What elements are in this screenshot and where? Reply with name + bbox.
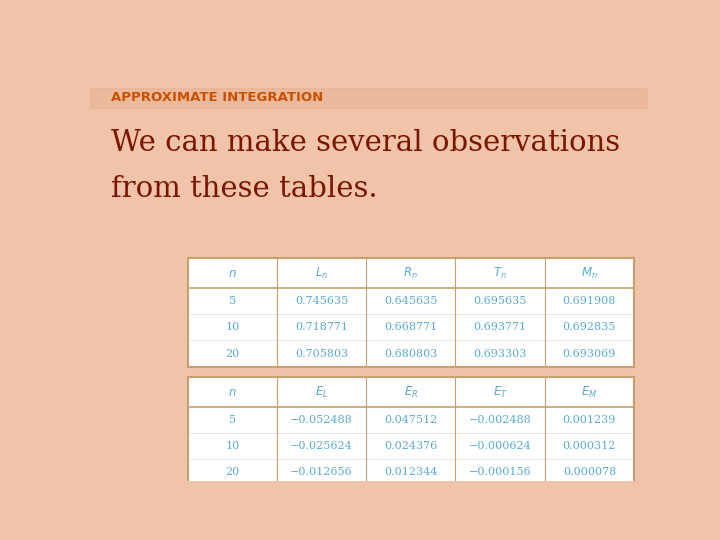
Text: 0.012344: 0.012344 [384,468,438,477]
Text: 10: 10 [225,441,240,451]
Bar [90,87,648,109]
Text: −0.000156: −0.000156 [469,468,531,477]
Text: $M_n$: $M_n$ [581,266,598,281]
Text: 0.691908: 0.691908 [563,296,616,306]
Text: 0.000312: 0.000312 [563,441,616,451]
Text: APPROXIMATE INTEGRATION: APPROXIMATE INTEGRATION [111,91,323,104]
Text: We can make several observations: We can make several observations [111,129,621,157]
Text: 5: 5 [229,415,236,425]
FancyBboxPatch shape [188,377,634,485]
Text: $L_n$: $L_n$ [315,266,328,281]
Text: $E_L$: $E_L$ [315,384,328,400]
Text: 20: 20 [225,468,240,477]
Text: 0.693303: 0.693303 [474,349,527,359]
Text: 0.745635: 0.745635 [295,296,348,306]
Text: 0.695635: 0.695635 [474,296,527,306]
Text: 0.645635: 0.645635 [384,296,438,306]
Text: −0.012656: −0.012656 [290,468,353,477]
Text: −0.052488: −0.052488 [290,415,353,425]
Text: 20: 20 [225,349,240,359]
Text: $n$: $n$ [228,386,237,399]
Text: −0.002488: −0.002488 [469,415,531,425]
Text: from these tables.: from these tables. [111,175,378,203]
Text: 0.705803: 0.705803 [295,349,348,359]
Text: 0.047512: 0.047512 [384,415,438,425]
Text: 0.692835: 0.692835 [563,322,616,333]
FancyBboxPatch shape [188,258,634,367]
Text: $E_T$: $E_T$ [492,384,508,400]
Text: 0.718771: 0.718771 [295,322,348,333]
Text: 10: 10 [225,322,240,333]
Text: 0.000078: 0.000078 [563,468,616,477]
Text: 0.693069: 0.693069 [563,349,616,359]
Text: $T_n$: $T_n$ [493,266,507,281]
Text: 5: 5 [229,296,236,306]
Text: 0.680803: 0.680803 [384,349,438,359]
Text: 0.668771: 0.668771 [384,322,438,333]
Text: 0.693771: 0.693771 [474,322,527,333]
Text: $E_R$: $E_R$ [404,384,418,400]
Text: 0.024376: 0.024376 [384,441,438,451]
Text: 0.001239: 0.001239 [563,415,616,425]
Text: −0.025624: −0.025624 [290,441,353,451]
Text: $R_n$: $R_n$ [403,266,418,281]
Text: −0.000624: −0.000624 [469,441,531,451]
Text: $E_M$: $E_M$ [581,384,598,400]
Text: $n$: $n$ [228,267,237,280]
